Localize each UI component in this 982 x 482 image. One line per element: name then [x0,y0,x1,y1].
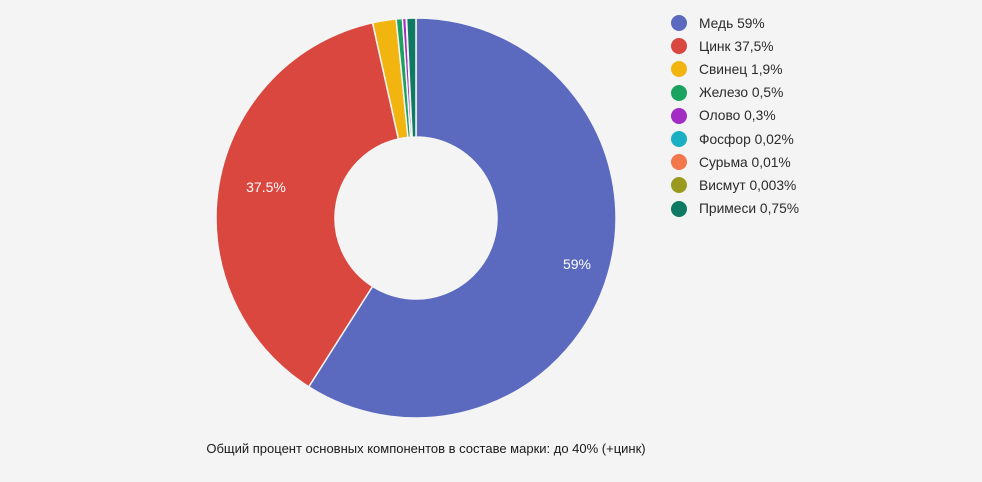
svg-text:59%: 59% [563,256,591,272]
svg-text:37.5%: 37.5% [246,179,286,195]
